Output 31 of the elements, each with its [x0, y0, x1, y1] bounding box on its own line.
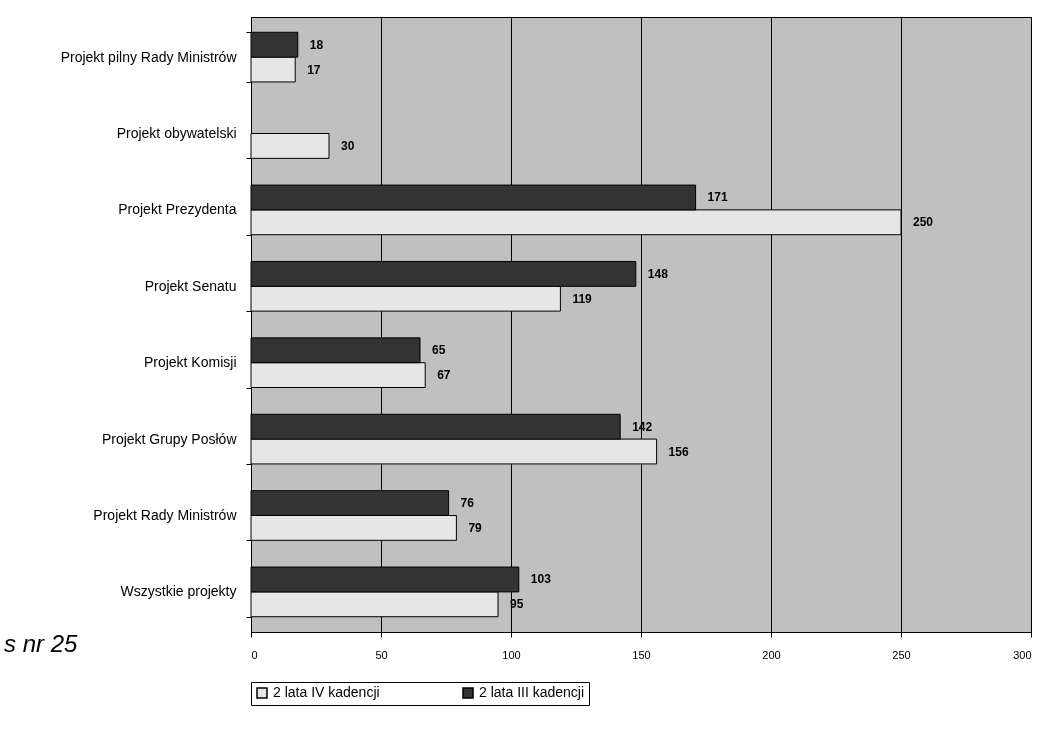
y-tick-label: Projekt Komisji — [143, 354, 237, 371]
y-tick-label: Projekt Senatu — [144, 277, 237, 294]
data-label: 119 — [572, 291, 593, 306]
data-label: 148 — [647, 266, 669, 281]
data-label: 67 — [437, 368, 451, 383]
data-label: 18 — [309, 37, 324, 52]
y-tick-label: Projekt obywatelski — [116, 125, 237, 142]
data-label: 156 — [668, 444, 689, 459]
y-tick-label: Wszystkie projekty — [120, 583, 237, 600]
data-label: 103 — [530, 572, 552, 587]
y-tick-label: Projekt Rady Ministrów — [93, 506, 238, 523]
data-label: 171 — [707, 190, 728, 205]
x-tick-label: 300 — [1013, 648, 1032, 661]
x-tick-label: 0 — [251, 648, 258, 661]
x-tick-label: 150 — [632, 648, 651, 661]
data-label: 65 — [432, 343, 446, 358]
y-tick-label: Projekt Grupy Posłów — [101, 430, 238, 447]
y-tick-label: Projekt pilny Rady Ministrów — [60, 48, 238, 65]
data-label: 17 — [307, 62, 321, 77]
data-label: 76 — [460, 496, 475, 511]
x-tick-label: 250 — [892, 648, 911, 661]
text: s nr 25 — [4, 630, 78, 658]
data-label: 30 — [341, 138, 355, 153]
x-tick-label: 200 — [762, 648, 781, 661]
y-tick-label: Projekt Prezydenta — [118, 201, 237, 218]
x-tick-label: 100 — [502, 648, 521, 661]
data-label: 250 — [913, 215, 934, 230]
data-label: 79 — [468, 520, 483, 535]
legend-label: 2 lata III kadencji — [479, 684, 585, 700]
legend-label: 2 lata IV kadencji — [273, 684, 380, 700]
x-tick-label: 50 — [375, 648, 388, 661]
